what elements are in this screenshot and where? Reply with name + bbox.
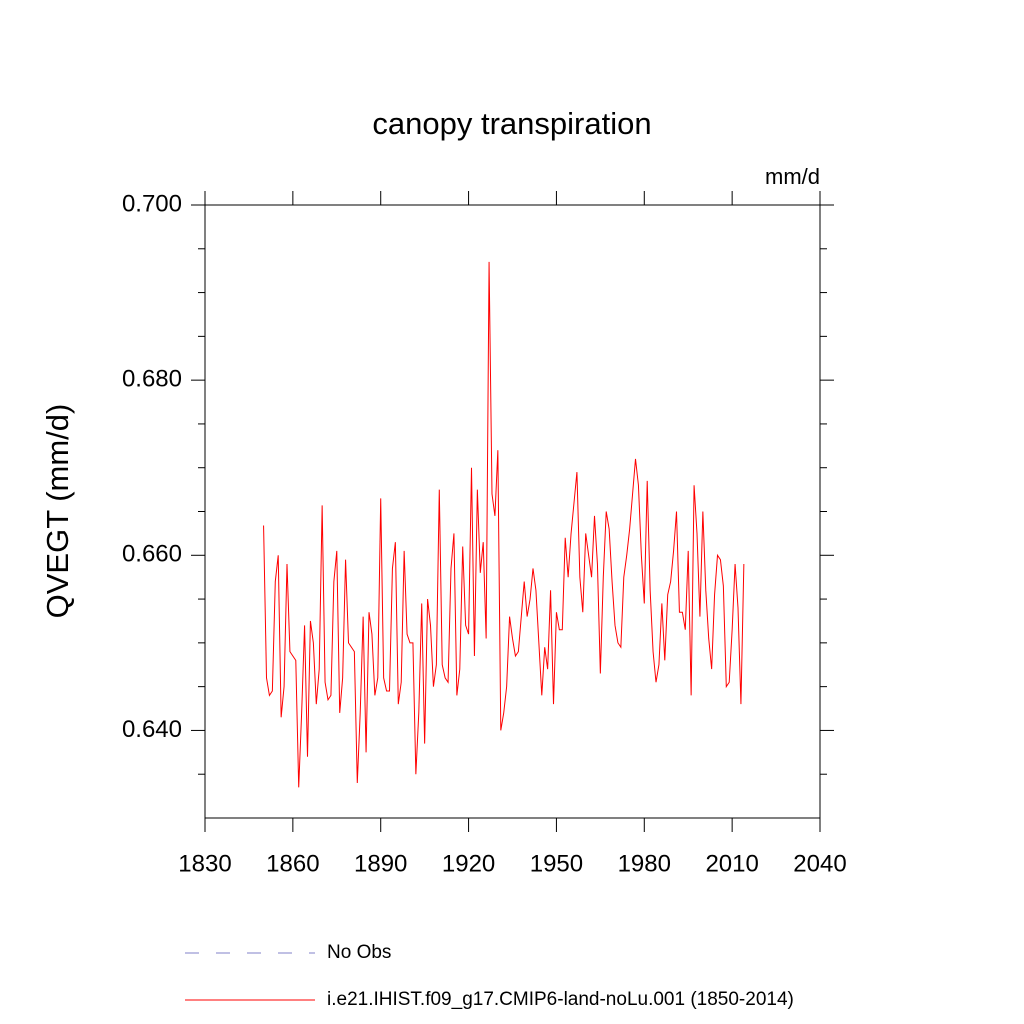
y-axis-label: QVEGT (mm/d)	[40, 404, 75, 619]
chart-title: canopy transpiration	[372, 106, 651, 141]
x-tick-label: 1980	[618, 850, 671, 877]
x-tick-label: 1950	[530, 850, 583, 877]
x-tick-label: 1890	[354, 850, 407, 877]
legend-label: No Obs	[327, 942, 391, 963]
legend-label: i.e21.IHIST.f09_g17.CMIP6-land-noLu.001 …	[327, 989, 794, 1010]
x-tick-label: 1860	[266, 850, 319, 877]
x-tick-label: 1920	[442, 850, 495, 877]
x-tick-label: 2040	[793, 850, 846, 877]
y-tick-label: 0.640	[122, 716, 182, 743]
x-tick-label: 1830	[178, 850, 231, 877]
y-tick-label: 0.660	[122, 541, 182, 568]
data-line	[263, 261, 745, 788]
units-label: mm/d	[765, 164, 820, 189]
y-tick-label: 0.680	[122, 365, 182, 392]
y-tick-label: 0.700	[122, 190, 182, 217]
x-tick-label: 2010	[705, 850, 758, 877]
